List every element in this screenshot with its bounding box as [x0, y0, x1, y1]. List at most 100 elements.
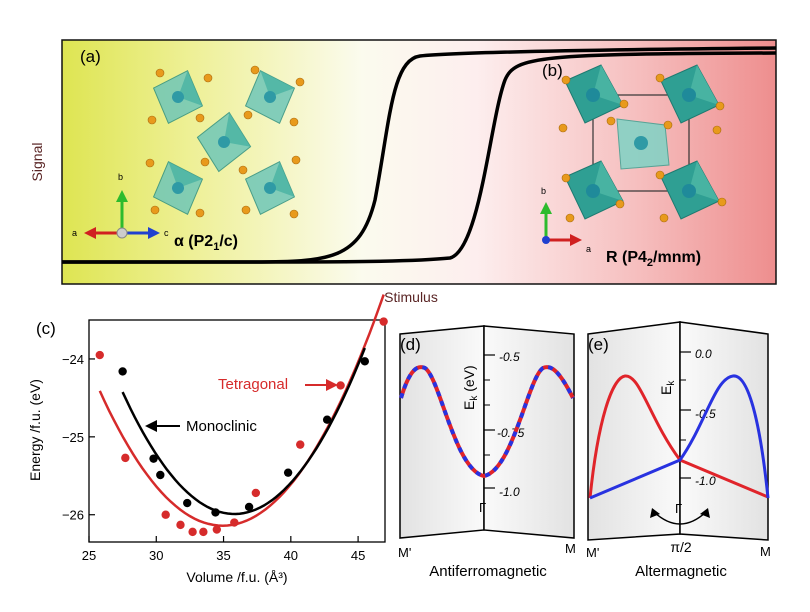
crystal-structure-alpha	[145, 65, 305, 219]
x-tick-label: 30	[149, 548, 163, 563]
tick-label: -1.0	[499, 485, 520, 499]
data-point-tetragonal	[121, 453, 130, 463]
y-tick-label: −24	[62, 352, 84, 367]
data-point-monoclinic	[322, 415, 332, 424]
hysteresis-curve-right	[62, 51, 777, 264]
data-point-monoclinic	[283, 468, 293, 477]
y-axis-label: Energy /f.u. (eV)	[27, 379, 43, 481]
panel-e: (e) 0.0 -0.5 -1.0 Ek Γ π/2 M' M Altermag…	[586, 321, 771, 580]
octahedron	[152, 160, 204, 216]
data-point-tetragonal	[336, 381, 345, 390]
data-point-monoclinic	[244, 502, 254, 512]
data-point-tetragonal	[95, 350, 104, 360]
x-tick-label: 25	[82, 548, 96, 563]
band-spin-down	[589, 374, 770, 500]
axis-a-label: a	[586, 244, 591, 254]
k-point-left: M'	[398, 545, 411, 560]
k-point-center: Γ	[675, 501, 682, 516]
data-point-monoclinic	[183, 498, 192, 508]
octahedron	[244, 160, 296, 216]
axis-b-label: b	[118, 172, 123, 182]
panel-a-label: (a)	[80, 47, 101, 66]
rotation-arc	[653, 511, 707, 525]
k-point-right: M	[565, 541, 576, 556]
signal-axis-label: Signal	[29, 143, 45, 182]
octahedron	[196, 111, 252, 173]
tick-label: 0.0	[695, 347, 712, 361]
energy-axis-label: Ek	[658, 380, 677, 395]
tick-label: -1.0	[695, 474, 716, 488]
rotation-angle: π/2	[670, 539, 692, 555]
stimulus-axis-label: Stimulus	[384, 289, 438, 305]
x-tick-label: 35	[216, 548, 230, 563]
data-point-tetragonal	[230, 518, 239, 527]
x-axis-label: Volume /f.u. (Å³)	[186, 569, 287, 585]
right-pane	[483, 325, 575, 539]
legend-monoclinic: Monoclinic	[186, 418, 257, 435]
data-point-monoclinic	[156, 470, 165, 480]
data-point-tetragonal	[199, 527, 208, 537]
octahedron-center	[616, 118, 670, 170]
y-tick-label: −26	[62, 508, 84, 523]
plot-frame	[88, 319, 386, 543]
data-point-tetragonal	[212, 525, 222, 534]
phase-label-alpha: α (P21/c)	[174, 233, 238, 253]
octahedron	[564, 160, 624, 220]
arrow-icon	[650, 508, 660, 518]
tick-label: -0.75	[497, 426, 525, 440]
arrow-icon	[700, 508, 710, 518]
data-point-monoclinic	[118, 367, 127, 376]
k-point-center: Γ	[479, 500, 486, 515]
data-point-tetragonal	[161, 510, 170, 519]
octahedron	[660, 64, 720, 124]
data-point-tetragonal	[176, 520, 185, 530]
axis-triad-rutile: b a	[540, 186, 591, 254]
caption-altermagnetic: Altermagnetic	[635, 563, 727, 580]
octahedron	[244, 69, 296, 125]
axis-b-label: b	[541, 186, 546, 196]
data-point-tetragonal	[188, 527, 197, 537]
panel-b-label: (b)	[542, 61, 563, 80]
panel-c-label: (c)	[36, 319, 56, 338]
panel-e-label: (e)	[588, 335, 609, 354]
tick-label: -0.5	[499, 350, 520, 364]
axis-triad-alpha: b a c	[72, 172, 169, 239]
right-pane	[679, 321, 769, 541]
data-point-tetragonal	[296, 440, 305, 449]
data-point-tetragonal	[251, 488, 261, 498]
data-point-monoclinic	[360, 357, 370, 366]
anion-atoms	[558, 73, 727, 223]
fit-curve-tetragonal	[98, 294, 385, 527]
legend-tetragonal: Tetragonal	[218, 376, 288, 393]
phase-label-rutile: R (P42/mnm)	[606, 249, 701, 269]
arrow-icon	[326, 379, 338, 391]
k-point-left: M'	[586, 545, 599, 560]
data-point-monoclinic	[149, 454, 158, 463]
k-point-right: M	[760, 544, 771, 559]
panel-d: (d) -0.5 -0.75 -1.0 Ek (eV) Γ M' M Antif…	[398, 325, 576, 580]
data-point-tetragonal	[379, 317, 388, 326]
octahedron	[660, 160, 720, 220]
energy-axis-label: Ek (eV)	[461, 365, 480, 410]
panel-ab: (a) (b)	[29, 39, 777, 305]
x-tick-label: 40	[284, 548, 298, 563]
caption-antiferromagnetic: Antiferromagnetic	[429, 563, 547, 580]
axis-a-label: a	[72, 228, 77, 238]
fit-curve-monoclinic	[121, 347, 366, 516]
panel-d-label: (d)	[400, 335, 421, 354]
left-pane	[399, 325, 485, 539]
octahedron	[564, 64, 624, 124]
axis-c-label: c	[164, 228, 169, 238]
energy-volume-chart: (c) Energy /f.u. (eV) Volume /f.u. (Å³) …	[27, 294, 388, 585]
anion-atoms	[145, 65, 305, 219]
x-tick-label: 45	[351, 548, 365, 563]
y-tick-label: −25	[62, 430, 84, 445]
arrow-icon	[145, 420, 157, 432]
band-spin-down	[399, 365, 575, 479]
crystal-structure-rutile	[558, 64, 727, 223]
left-pane	[587, 321, 681, 541]
data-point-monoclinic	[211, 508, 220, 517]
octahedron	[152, 69, 204, 125]
band-spin-up	[588, 374, 769, 499]
